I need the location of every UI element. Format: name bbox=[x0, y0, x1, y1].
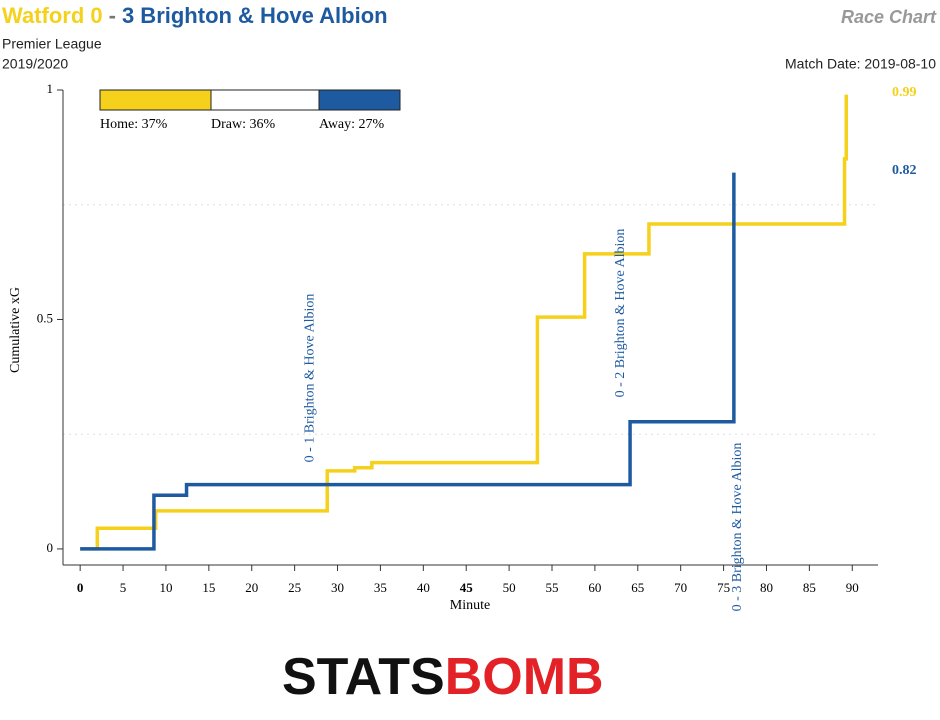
x-tick-label: 50 bbox=[503, 580, 516, 595]
probability-bar bbox=[318, 89, 401, 111]
probability-label: Draw: 36% bbox=[211, 117, 275, 132]
x-tick-label: 20 bbox=[245, 580, 258, 595]
title-separator: - bbox=[109, 3, 116, 28]
away-title: 3 Brighton & Hove Albion bbox=[122, 3, 388, 28]
x-tick-label: 65 bbox=[631, 580, 644, 595]
x-tick-label: 5 bbox=[120, 580, 127, 595]
probability-label: Home: 37% bbox=[100, 117, 168, 132]
y-tick-label: 0 bbox=[47, 540, 54, 555]
x-tick-label: 30 bbox=[331, 580, 344, 595]
x-tick-label: 60 bbox=[588, 580, 601, 595]
goal-annotation: 0 - 1 Brighton & Hove Albion bbox=[303, 294, 318, 463]
x-tick-label: 45 bbox=[460, 580, 474, 595]
y-axis-label: Cumulative xG bbox=[8, 287, 23, 373]
probability-bar bbox=[210, 89, 320, 111]
x-tick-label: 15 bbox=[202, 580, 215, 595]
logo-bomb: BOMB bbox=[445, 648, 604, 706]
season: 2019/2020 bbox=[2, 56, 68, 72]
logo-stats: STATS bbox=[282, 648, 445, 706]
goal-annotation: 0 - 3 Brighton & Hove Albion bbox=[730, 443, 745, 612]
end-label: 0.82 bbox=[892, 163, 917, 178]
probability-bar bbox=[99, 89, 212, 111]
x-tick-label: 55 bbox=[546, 580, 559, 595]
goal-annotation: 0 - 2 Brighton & Hove Albion bbox=[613, 229, 628, 398]
match-date: Match Date: 2019-08-10 bbox=[785, 56, 936, 72]
x-tick-label: 90 bbox=[846, 580, 859, 595]
x-axis-label: Minute bbox=[450, 598, 490, 613]
y-tick-label: 1 bbox=[47, 81, 54, 96]
y-tick-label: 0.5 bbox=[37, 310, 53, 325]
end-label: 0.99 bbox=[892, 85, 917, 100]
chart-name: Race Chart bbox=[841, 7, 937, 27]
logo: STATSBOMB bbox=[282, 648, 604, 706]
x-tick-label: 70 bbox=[674, 580, 687, 595]
home-title: Watford 0 bbox=[2, 3, 103, 28]
title: Watford 0-3 Brighton & Hove Albion bbox=[2, 3, 388, 28]
competition: Premier League bbox=[2, 36, 102, 52]
x-tick-label: 0 bbox=[77, 580, 84, 595]
x-tick-label: 80 bbox=[760, 580, 773, 595]
x-tick-label: 25 bbox=[288, 580, 301, 595]
x-tick-label: 35 bbox=[374, 580, 387, 595]
x-tick-label: 40 bbox=[417, 580, 430, 595]
probability-label: Away: 27% bbox=[319, 117, 385, 132]
x-tick-label: 10 bbox=[159, 580, 172, 595]
x-tick-label: 75 bbox=[717, 580, 730, 595]
x-tick-label: 85 bbox=[803, 580, 816, 595]
xg-line bbox=[80, 172, 736, 551]
